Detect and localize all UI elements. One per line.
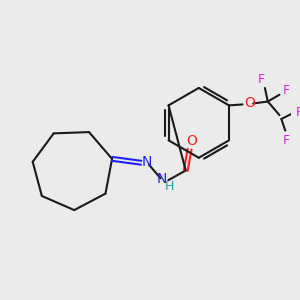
- Text: F: F: [283, 134, 290, 147]
- Text: O: O: [244, 97, 255, 110]
- Text: F: F: [257, 73, 265, 86]
- Text: F: F: [295, 106, 300, 119]
- Text: N: N: [156, 172, 167, 186]
- Text: O: O: [186, 134, 197, 148]
- Text: H: H: [165, 181, 174, 194]
- Text: F: F: [283, 84, 290, 98]
- Text: N: N: [142, 155, 152, 169]
